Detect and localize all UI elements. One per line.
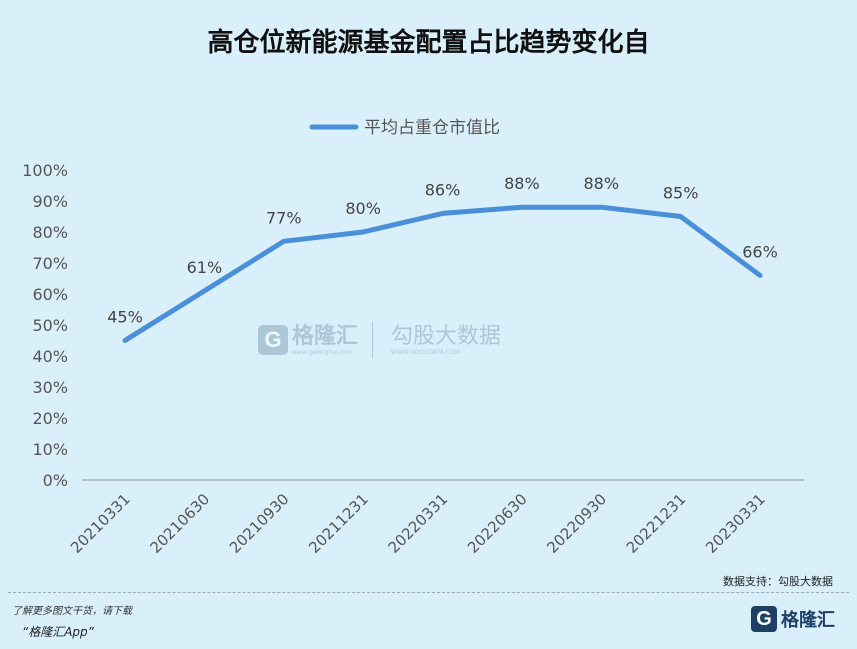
logo-icon: G — [751, 606, 777, 632]
data-label: 85% — [663, 184, 699, 203]
logo-text: 格隆汇 — [781, 610, 835, 631]
watermark-url: www.gelonghui.com — [292, 348, 353, 356]
y-axis-ticks: 0% 10% 20% 30% 40% 50% 60% 70% 80% 90% 100% — [22, 161, 68, 490]
watermark-logo-icon: G — [258, 325, 288, 355]
y-tick-label: 50% — [32, 316, 68, 335]
y-tick-label: 100% — [22, 161, 68, 180]
x-tick-label: 20220331 — [385, 490, 452, 557]
data-label: 88% — [583, 174, 619, 193]
y-tick-label: 70% — [32, 254, 68, 273]
y-tick-label: 0% — [43, 471, 68, 490]
data-label: 86% — [425, 180, 461, 199]
x-axis-ticks: 20210331 20210630 20210930 20211231 20220331… — [67, 490, 769, 557]
y-tick-label: 80% — [32, 223, 68, 242]
line-chart: 平均占重仓市值比 0% 10% 20% 30% 40% 50% 60% 70% 80% 90% 10… — [22, 118, 804, 557]
data-label: 66% — [742, 242, 778, 261]
data-label: 61% — [187, 258, 223, 277]
data-label: 80% — [345, 199, 381, 218]
chart-title: 高仓位新能源基金配置占比趋势变化自 — [207, 28, 650, 58]
x-tick-label: 20220630 — [464, 490, 531, 557]
data-label: 45% — [107, 308, 143, 327]
x-tick-label: 20230331 — [702, 490, 769, 557]
watermark-name-2: 勾股大数据 — [391, 323, 502, 349]
x-tick-label: 20221231 — [623, 490, 690, 557]
y-tick-label: 90% — [32, 192, 68, 211]
promo-line-1: 了解更多图文干货，请下载 — [12, 606, 132, 617]
promo-line-2: “格隆汇App” — [22, 625, 94, 639]
y-tick-label: 30% — [32, 378, 68, 397]
legend-label: 平均占重仓市值比 — [364, 118, 500, 138]
data-labels: 45% 61% 77% 80% 86% 88% 88% 85% 66% — [107, 174, 778, 326]
chart-legend: 平均占重仓市值比 — [309, 118, 500, 138]
data-label: 77% — [266, 208, 302, 227]
series-line — [122, 204, 763, 343]
watermark-name: 格隆汇 — [292, 323, 359, 349]
x-tick-label: 20210331 — [67, 490, 134, 557]
source-note: 数据支持：勾股大数据 — [723, 575, 833, 588]
y-tick-label: 10% — [32, 440, 68, 459]
y-tick-label: 20% — [32, 409, 68, 428]
x-tick-label: 20210630 — [146, 490, 213, 557]
x-tick-label: 20220930 — [543, 490, 610, 557]
y-tick-label: 40% — [32, 347, 68, 366]
watermark: G 格隆汇 www.gelonghui.com 勾股大数据 WWW.GOGUDA… — [258, 322, 501, 358]
watermark-url-2: WWW.GOGUDATA.COM — [391, 348, 460, 356]
footer-promo: 了解更多图文干货，请下载 “格隆汇App” — [12, 602, 132, 642]
footer-divider — [8, 592, 849, 593]
x-tick-label: 20211231 — [305, 490, 372, 557]
data-label: 88% — [504, 174, 540, 193]
x-tick-label: 20210930 — [226, 490, 293, 557]
y-tick-label: 60% — [32, 285, 68, 304]
footer-logo: G 格隆汇 — [751, 606, 835, 632]
watermark-separator — [372, 322, 374, 358]
